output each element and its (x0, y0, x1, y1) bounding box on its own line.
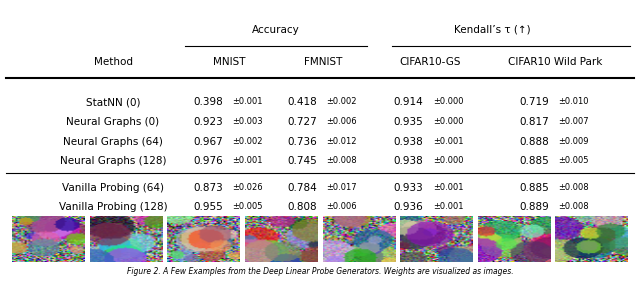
Text: 0.784: 0.784 (287, 183, 317, 193)
Text: ±0.010: ±0.010 (558, 97, 589, 106)
Text: ±0.001: ±0.001 (433, 183, 463, 192)
Text: 0.976: 0.976 (193, 156, 223, 166)
Text: ±0.009: ±0.009 (558, 137, 589, 146)
Text: Method: Method (93, 56, 132, 67)
Text: 0.888: 0.888 (519, 137, 549, 147)
Text: ±0.001: ±0.001 (433, 137, 463, 146)
Text: 0.745: 0.745 (287, 156, 317, 166)
Text: 0.736: 0.736 (287, 137, 317, 147)
Text: ±0.001: ±0.001 (232, 156, 262, 166)
Text: ±0.007: ±0.007 (558, 117, 589, 126)
Text: ±0.001: ±0.001 (232, 97, 262, 106)
Text: 0.967: 0.967 (193, 137, 223, 147)
Text: 0.938: 0.938 (394, 156, 424, 166)
Text: ±0.012: ±0.012 (326, 137, 356, 146)
Text: ±0.000: ±0.000 (433, 156, 463, 166)
Text: Neural Graphs (64): Neural Graphs (64) (63, 137, 163, 147)
Text: 0.923: 0.923 (193, 117, 223, 127)
Text: ±0.000: ±0.000 (433, 117, 463, 126)
Text: Neural Graphs (0): Neural Graphs (0) (67, 117, 159, 127)
Text: ±0.000: ±0.000 (433, 97, 463, 106)
Text: 0.817: 0.817 (519, 117, 549, 127)
Text: 0.398: 0.398 (193, 97, 223, 107)
Text: Neural Graphs (128): Neural Graphs (128) (60, 156, 166, 166)
Text: StatNN (0): StatNN (0) (86, 97, 140, 107)
Text: ±0.006: ±0.006 (326, 202, 357, 211)
Text: ±0.002: ±0.002 (326, 97, 356, 106)
Text: ±0.002: ±0.002 (232, 137, 262, 146)
Text: 0.955: 0.955 (193, 202, 223, 212)
Text: Kendall’s τ (↑): Kendall’s τ (↑) (454, 25, 531, 35)
Text: 0.885: 0.885 (519, 156, 549, 166)
Text: ±0.017: ±0.017 (326, 183, 357, 192)
Text: ±0.001: ±0.001 (433, 202, 463, 211)
Text: ±0.008: ±0.008 (326, 156, 357, 166)
Text: 0.885: 0.885 (519, 183, 549, 193)
Text: FMNIST: FMNIST (304, 56, 342, 67)
Text: 0.727: 0.727 (287, 117, 317, 127)
Text: MNIST: MNIST (213, 56, 245, 67)
Text: ±0.006: ±0.006 (326, 117, 357, 126)
Text: Vanilla Probing (64): Vanilla Probing (64) (62, 183, 164, 193)
Text: 0.873: 0.873 (193, 183, 223, 193)
Text: ±0.005: ±0.005 (558, 156, 589, 166)
Text: 0.938: 0.938 (394, 137, 424, 147)
Text: 0.889: 0.889 (519, 202, 549, 212)
Text: CIFAR10-GS: CIFAR10-GS (399, 56, 461, 67)
Text: 0.418: 0.418 (287, 97, 317, 107)
Text: Vanilla Probing (128): Vanilla Probing (128) (59, 202, 167, 212)
Text: ±0.003: ±0.003 (232, 117, 263, 126)
Text: ±0.026: ±0.026 (232, 183, 263, 192)
Text: 0.936: 0.936 (394, 202, 424, 212)
Text: ±0.005: ±0.005 (232, 202, 262, 211)
Text: ±0.008: ±0.008 (558, 202, 589, 211)
Text: ±0.008: ±0.008 (558, 183, 589, 192)
Text: 0.935: 0.935 (394, 117, 424, 127)
Text: 0.914: 0.914 (394, 97, 424, 107)
Text: Accuracy: Accuracy (252, 25, 300, 35)
Text: 0.933: 0.933 (394, 183, 424, 193)
Text: 0.808: 0.808 (287, 202, 317, 212)
Text: CIFAR10 Wild Park: CIFAR10 Wild Park (508, 56, 602, 67)
Text: Figure 2. A Few Examples from the Deep Linear Probe Generators. Weights are visu: Figure 2. A Few Examples from the Deep L… (127, 267, 513, 276)
Text: 0.719: 0.719 (519, 97, 549, 107)
